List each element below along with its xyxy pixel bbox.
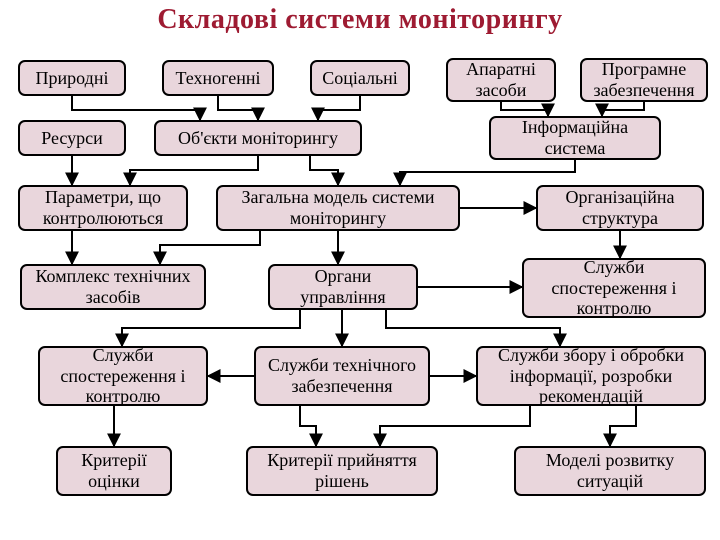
node-infosys: Інформаційна система — [489, 116, 661, 160]
node-kryterii: Критерії оцінки — [56, 446, 172, 496]
node-socialni: Соціальні — [310, 60, 410, 96]
edge-zbir-to-kryteriipr — [380, 406, 530, 446]
node-sluzhkontr1: Служби спостереження і контролю — [522, 258, 706, 318]
node-aparatni: Апаратні засоби — [446, 58, 556, 102]
node-organy: Органи управління — [268, 264, 418, 310]
edge-obekty-to-parametry — [130, 156, 258, 185]
node-texnogenni: Техногенні — [162, 60, 274, 96]
edge-zbir-to-modeli — [610, 406, 636, 446]
node-resursy: Ресурси — [18, 120, 126, 156]
node-techzabezp: Служби технічного забезпечення — [254, 346, 430, 406]
node-modeli: Моделі розвитку ситуацій — [514, 446, 706, 496]
node-pryrodni: Природні — [18, 60, 126, 96]
edge-pryrodni-to-obekty — [72, 96, 200, 120]
node-kryteriipr: Критерії прийняття рішень — [246, 446, 438, 496]
node-zagmodel: Загальна модель системи моніторингу — [216, 185, 460, 231]
edge-texnogenni-to-obekty — [218, 96, 258, 120]
edge-infosys-to-zagmodel — [400, 160, 575, 185]
node-sluzhkontr2: Служби спостереження і контролю — [38, 346, 208, 406]
node-orgstruct: Організаційна структура — [536, 185, 704, 231]
node-parametry: Параметри, що контролюються — [18, 185, 188, 231]
edge-organy-to-sluzhkontr2 — [122, 310, 300, 346]
edge-socialni-to-obekty — [318, 96, 360, 120]
edge-aparatni-to-infosys — [501, 102, 548, 116]
edge-zagmodel-to-komplex — [160, 231, 260, 264]
edge-progzabezp-to-infosys — [602, 102, 644, 116]
node-zbir: Служби збору і обробки інформації, розро… — [476, 346, 706, 406]
node-komplex: Комплекс технічних засобів — [20, 264, 206, 310]
node-progzabezp: Програмне забезпечення — [580, 58, 708, 102]
edge-techzabezp-to-kryteriipr — [300, 406, 316, 446]
node-obekty: Об'єкти моніторингу — [154, 120, 362, 156]
edge-obekty-to-zagmodel — [310, 156, 338, 185]
